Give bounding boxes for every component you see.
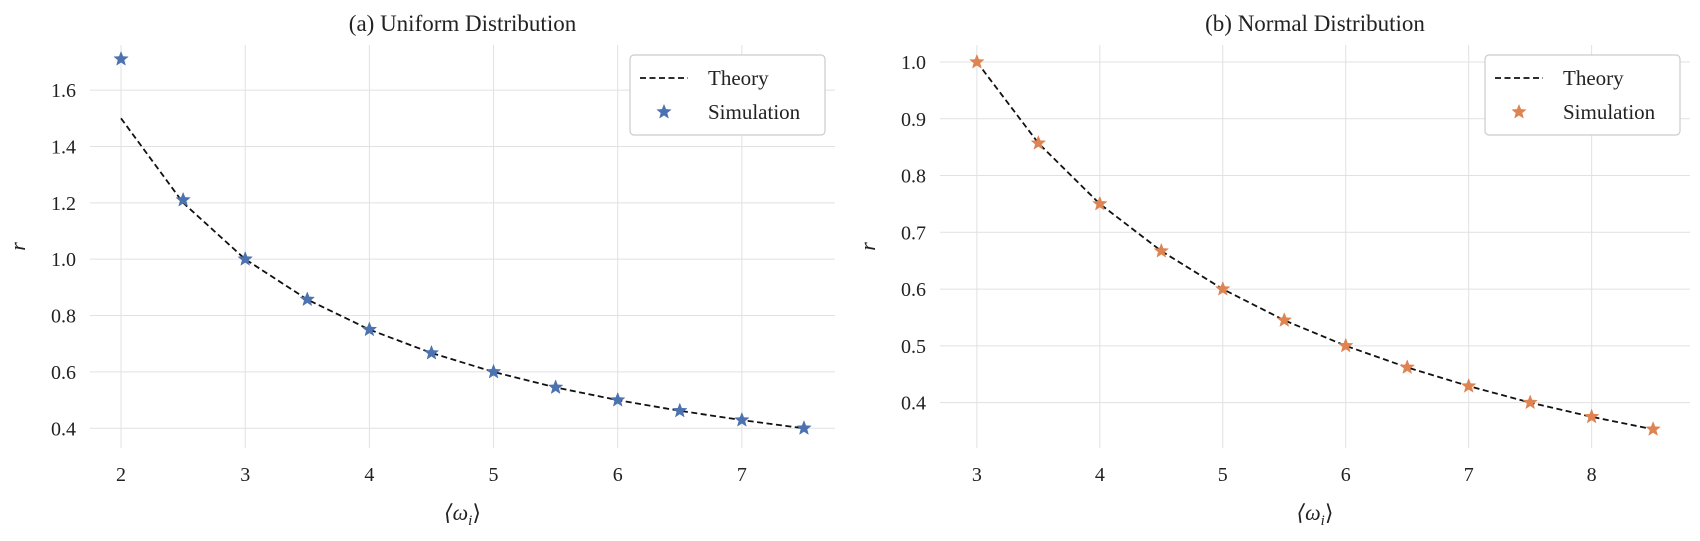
- y-tick-label: 0.6: [901, 279, 926, 301]
- data-point-simulation: [969, 53, 985, 69]
- data-point-simulation: [1645, 421, 1661, 436]
- data-point-simulation: [1276, 312, 1293, 327]
- x-axis-label: ⟨ωi⟩: [1297, 500, 1334, 529]
- legend: Theory Simulation: [629, 54, 826, 136]
- data-point-simulation: [1214, 280, 1231, 296]
- data-point-simulation: [547, 379, 564, 395]
- x-tick-label: 6: [613, 464, 623, 486]
- legend-star-swatch: [1511, 103, 1527, 119]
- x-tick-label: 8: [1587, 464, 1597, 486]
- legend-box: [629, 54, 826, 136]
- data-point-simulation: [1460, 377, 1477, 393]
- x-tick-label: 5: [489, 464, 499, 486]
- y-axis-label: r: [5, 242, 30, 251]
- y-tick-label: 1.6: [51, 80, 76, 102]
- data-point-simulation: [671, 402, 688, 418]
- x-tick-label: 7: [1464, 464, 1474, 486]
- y-tick-label: 0.5: [901, 336, 926, 358]
- x-axis-label: ⟨ωi⟩: [444, 500, 481, 529]
- data-point-simulation: [1092, 195, 1108, 211]
- data-point-simulation: [175, 191, 191, 207]
- y-axis-label: r: [855, 242, 880, 251]
- x-tick-label: 3: [240, 464, 250, 486]
- data-point-simulation: [237, 250, 254, 266]
- series-line-theory: [976, 61, 1654, 431]
- data-point-simulation: [113, 50, 129, 66]
- x-axis-label-close: ⟩: [472, 500, 481, 525]
- x-tick-label: 7: [737, 464, 747, 486]
- x-axis-label-main: ⟨ω: [444, 500, 468, 525]
- y-tick-label: 0.4: [51, 418, 76, 440]
- chart-title: (b) Normal Distribution: [1205, 11, 1425, 36]
- y-tick-label: 1.2: [51, 193, 76, 215]
- y-tick-label: 1.0: [51, 249, 76, 271]
- legend: Theory Simulation: [1484, 54, 1681, 136]
- legend-label: Theory: [1563, 66, 1624, 90]
- data-point-simulation: [734, 411, 750, 427]
- x-tick-label: 4: [1095, 464, 1105, 486]
- chart-title: (a) Uniform Distribution: [349, 11, 577, 36]
- x-tick-label: 5: [1218, 464, 1228, 486]
- data-point-simulation: [1030, 135, 1047, 150]
- data-point-simulation: [1153, 242, 1170, 258]
- y-tick-label: 0.4: [901, 393, 926, 415]
- data-point-simulation: [423, 344, 440, 360]
- data-point-simulation: [1583, 408, 1600, 424]
- x-axis-label-main: ⟨ω: [1297, 500, 1321, 525]
- y-tick-label: 0.8: [51, 306, 76, 328]
- data-point-simulation: [361, 321, 378, 337]
- y-tick-label: 0.9: [901, 109, 926, 131]
- legend-label: Theory: [708, 66, 769, 90]
- data-point-simulation: [1337, 337, 1354, 353]
- legend-label: Simulation: [1563, 100, 1656, 124]
- y-tick-label: 0.8: [901, 166, 926, 188]
- chart-panel-1: 0.4 0.6 0.8 1.0 1.2 1.4 1.6 2 3 4 5 6 7 (a) Uniform D…: [5, 11, 835, 529]
- x-tick-label: 6: [1341, 464, 1351, 486]
- x-tick-label: 3: [972, 464, 982, 486]
- data-point-simulation: [1522, 394, 1538, 410]
- data-point-simulation: [1399, 359, 1416, 375]
- series-line-theory: [120, 117, 805, 430]
- x-axis-label-subscript: i: [1321, 513, 1325, 529]
- legend-box: [1484, 54, 1681, 136]
- x-axis-label-subscript: i: [468, 513, 472, 529]
- data-point-simulation: [796, 420, 812, 435]
- data-point-simulation: [609, 391, 626, 407]
- y-tick-label: 0.6: [51, 362, 76, 384]
- y-tick-label: 0.7: [901, 222, 926, 244]
- y-tick-label: 1.4: [51, 136, 76, 158]
- chart-panel-2: 0.4 0.5 0.6 0.7 0.8 0.9 1.0 3 4 5 6 7 8 (b) Normal Di…: [855, 11, 1690, 529]
- data-point-simulation: [299, 291, 316, 307]
- x-tick-label: 4: [364, 464, 374, 486]
- legend-label: Simulation: [708, 100, 801, 124]
- data-point-simulation: [485, 363, 502, 379]
- legend-star-swatch: [656, 103, 672, 119]
- y-tick-label: 1.0: [901, 52, 926, 74]
- x-axis-label-close: ⟩: [1325, 500, 1334, 525]
- x-tick-label: 2: [116, 464, 126, 486]
